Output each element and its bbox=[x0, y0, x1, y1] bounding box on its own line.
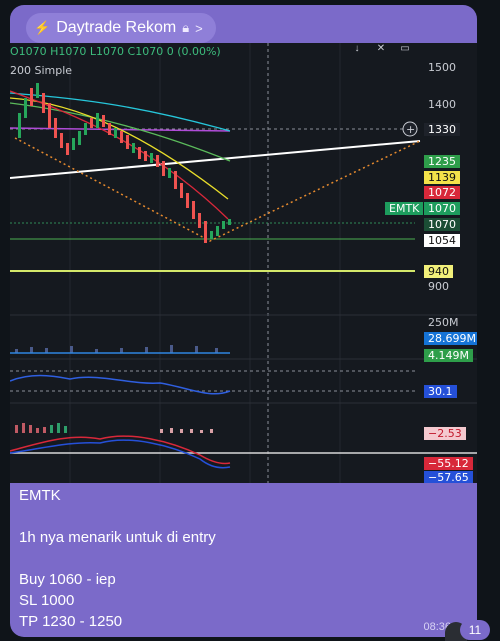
ma-label: 200 Simple bbox=[10, 64, 73, 77]
message-line: 1h nya menarik untuk di entry bbox=[19, 529, 216, 546]
unread-badge[interactable]: 11 bbox=[460, 620, 490, 640]
price-tag: 1139 bbox=[424, 171, 460, 184]
rsi-tag: 30.1 bbox=[424, 385, 457, 398]
macd-tag: −55.12 bbox=[424, 457, 473, 470]
price-tag: 1072 bbox=[424, 186, 460, 199]
price-tag: 1070 bbox=[424, 202, 460, 215]
ticker-tag: EMTK bbox=[385, 202, 424, 215]
price-tag: 1054 bbox=[424, 234, 460, 247]
message-text: EMTK 1h nya menarik untuk di entry Buy 1… bbox=[19, 485, 469, 632]
channel-link[interactable]: ⚡ Daytrade Rekom 🔒︎ > bbox=[26, 13, 216, 43]
price-tag: 1070 bbox=[424, 218, 460, 231]
message-line: Buy 1060 - iep bbox=[19, 571, 116, 588]
volume-tick: 250M bbox=[428, 316, 459, 329]
price-tag-crosshair: 1330 bbox=[424, 123, 460, 136]
window-icon[interactable]: ▭ bbox=[400, 43, 410, 54]
price-tag: 1235 bbox=[424, 155, 460, 168]
message-line: EMTK bbox=[19, 487, 61, 504]
message-line bbox=[19, 506, 469, 527]
message-time: 08:36 bbox=[423, 621, 451, 633]
macd-tag: −57.65 bbox=[424, 471, 473, 483]
ohlc-readout: O1070 H1070 L1070 C1070 0 (0.00%) bbox=[10, 45, 221, 58]
lock-icon: 🔒︎ bbox=[182, 20, 190, 35]
chart-image[interactable]: + O1070 H1070 L1070 C1070 0 (0.00%) 200 … bbox=[10, 43, 477, 483]
close-icon[interactable]: ✕ bbox=[376, 43, 386, 54]
chart-canvas: + bbox=[10, 43, 477, 483]
lightning-icon: ⚡ bbox=[34, 20, 51, 35]
price-tick: 1500 bbox=[428, 61, 456, 74]
chevron-right-icon: > bbox=[195, 20, 203, 36]
svg-text:+: + bbox=[406, 123, 415, 136]
message-line bbox=[19, 548, 469, 569]
macd-tag: −2.53 bbox=[424, 427, 466, 440]
price-tag: 940 bbox=[424, 265, 453, 278]
channel-name: Daytrade Rekom bbox=[56, 19, 177, 36]
price-tick: 1400 bbox=[428, 98, 456, 111]
price-tick: 900 bbox=[428, 280, 449, 293]
volume-tag: 28.699M bbox=[424, 332, 477, 345]
volume-tag: 4.149M bbox=[424, 349, 473, 362]
arrow-down-icon[interactable]: ↓ bbox=[354, 43, 360, 54]
message-bubble: ⚡ Daytrade Rekom 🔒︎ > bbox=[10, 5, 477, 637]
message-line: SL 1000 bbox=[19, 592, 75, 609]
message-line: TP 1230 - 1250 bbox=[19, 613, 123, 630]
